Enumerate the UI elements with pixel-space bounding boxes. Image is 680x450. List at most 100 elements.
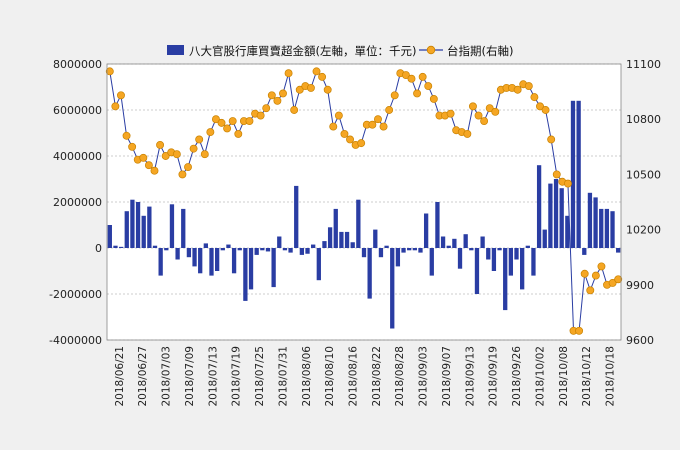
bar <box>254 248 259 255</box>
bar <box>333 208 338 248</box>
index-point <box>156 141 165 149</box>
bar <box>214 248 220 271</box>
bar <box>198 248 203 274</box>
index-point <box>407 74 416 83</box>
x-axis-tick-label: 2018/08/16 <box>347 346 359 407</box>
index-point <box>228 117 237 125</box>
index-point <box>591 271 600 280</box>
bar <box>497 248 502 251</box>
x-axis-tick-label: 2018/07/09 <box>184 346 196 407</box>
index-point <box>256 111 265 120</box>
index-point <box>223 124 232 133</box>
index-point <box>597 262 606 271</box>
index-point <box>429 95 438 103</box>
index-point <box>267 91 276 100</box>
right-axis-tick-label: 10500 <box>626 168 661 181</box>
bar <box>474 248 480 294</box>
bar <box>457 248 463 269</box>
bar <box>565 215 570 248</box>
index-point <box>139 153 148 162</box>
index-point <box>290 106 299 114</box>
index-point <box>608 279 617 287</box>
bar <box>463 234 468 248</box>
index-point <box>312 67 321 76</box>
index-point <box>401 71 410 79</box>
bar <box>209 248 214 276</box>
x-axis-tick-label: 2018/06/21 <box>114 346 126 407</box>
bar <box>277 236 282 248</box>
bar <box>508 248 514 276</box>
bar <box>610 211 615 248</box>
plot-area: 8000000 6000000 4000000 2000000 0 -2000000 -40… <box>49 58 661 407</box>
bar <box>124 211 129 248</box>
bar <box>401 248 406 253</box>
x-axis-tick-label: 2018/09/13 <box>464 346 476 407</box>
x-axis-tick-label: 2018/08/06 <box>301 346 313 407</box>
legend-line-label: 台指期(右軸) <box>447 44 513 58</box>
bar <box>299 248 305 255</box>
index-point <box>413 89 422 98</box>
left-axis-tick-label: 6000000 <box>53 104 102 117</box>
bar <box>390 248 395 329</box>
index-point <box>513 85 522 94</box>
index-point <box>217 118 226 127</box>
bar <box>418 248 423 253</box>
x-axis-tick-label: 2018/07/25 <box>254 346 266 407</box>
index-point <box>178 170 187 179</box>
legend-line-marker <box>426 45 436 55</box>
bar <box>305 248 310 254</box>
index-point <box>279 89 287 98</box>
bar <box>469 248 474 251</box>
x-axis-tick-label: 2018/08/22 <box>371 346 383 407</box>
left-axis-tick-label: -2000000 <box>49 288 102 301</box>
right-axis-tick-label: 9900 <box>626 279 654 292</box>
index-point <box>117 91 125 100</box>
bar <box>175 248 180 260</box>
bar <box>536 165 542 248</box>
legend-bar-swatch <box>167 45 184 55</box>
bar <box>316 248 321 281</box>
bar <box>339 231 344 248</box>
index-point <box>418 72 427 81</box>
x-axis-tick-label: 2018/07/03 <box>161 346 173 407</box>
x-axis-tick-label: 2018/09/07 <box>441 346 453 407</box>
left-axis-tick-label: 0 <box>95 242 102 255</box>
index-point <box>547 135 556 144</box>
bar <box>587 192 593 248</box>
bar <box>599 208 604 248</box>
index-point <box>446 109 455 118</box>
index-point <box>491 107 500 116</box>
index-point <box>234 129 243 138</box>
bar <box>107 225 112 248</box>
bar <box>192 248 197 267</box>
left-axis-tick-label: 2000000 <box>53 196 102 209</box>
index-point <box>329 122 338 131</box>
bar <box>576 100 581 248</box>
index-point <box>206 128 215 137</box>
index-point <box>552 170 561 179</box>
bar <box>294 185 299 248</box>
bar <box>118 246 124 248</box>
index-point <box>563 179 572 188</box>
legend-bar-label: 八大官股行庫買賣超金額(左軸，單位：千元) <box>189 44 416 58</box>
bar <box>525 245 530 248</box>
bar <box>271 248 276 288</box>
right-axis-tick-label: 11100 <box>626 58 661 71</box>
bar <box>130 199 135 248</box>
x-axis-tick-label: 2018/09/03 <box>418 346 430 407</box>
bar <box>503 248 508 311</box>
index-point <box>200 150 209 159</box>
x-axis-tick-label: 2018/07/19 <box>231 346 243 407</box>
x-axis-tick-label: 2018/08/10 <box>324 346 336 407</box>
bar <box>435 202 440 248</box>
x-axis-tick-label: 2018/08/28 <box>394 346 406 407</box>
bar <box>141 215 146 248</box>
bar <box>486 248 491 260</box>
bar <box>220 248 225 251</box>
bar <box>514 248 519 260</box>
index-point <box>463 129 472 138</box>
bar <box>520 248 525 290</box>
bar <box>344 231 350 248</box>
bar <box>152 245 158 248</box>
right-axis-tick-label: 10200 <box>626 224 661 237</box>
